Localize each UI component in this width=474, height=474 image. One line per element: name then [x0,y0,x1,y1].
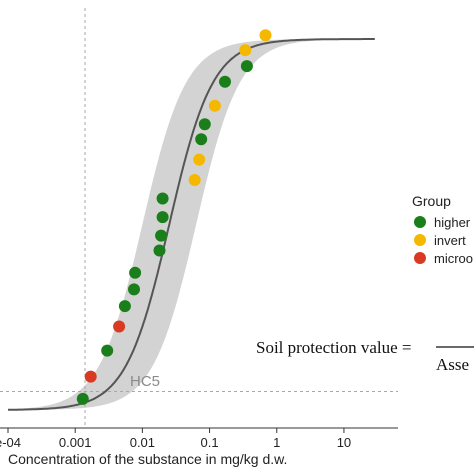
legend-swatch [414,216,426,228]
formula-denominator: Asse [436,355,469,374]
data-point-invert [208,99,221,112]
data-point-higher [240,60,253,73]
data-point-higher [76,392,89,405]
fitted-curve [8,38,375,411]
formula: Soil protection value = Asse [256,338,474,374]
formula-left: Soil protection value = [256,338,411,357]
hc5-label: HC5 [130,373,160,390]
data-point-higher [101,344,114,357]
x-tick-label: 0.01 [130,435,155,450]
data-point-higher [156,192,169,205]
legend-title: Group [412,193,451,209]
legend-label: microo [434,251,473,266]
data-point-higher [156,211,169,224]
data-point-higher [195,133,208,146]
x-tick-label: 0.1 [201,435,219,450]
data-point-invert [188,174,201,186]
confidence-band-area [8,39,375,410]
data-point-invert [259,29,272,42]
x-tick-label: 1 [273,435,280,450]
data-point-higher [129,266,142,279]
data-point-microo [84,370,97,383]
reference-lines [0,8,398,428]
x-tick-label: 0.001 [59,435,92,450]
legend: Group higher invert microo [412,193,473,266]
fitted-curve-line [8,38,375,411]
x-axis-label: Concentration of the substance in mg/kg … [8,451,287,467]
data-point-higher [118,300,131,313]
data-point-microo [113,320,126,333]
legend-swatch [414,234,426,246]
legend-label: higher [434,215,471,230]
x-tick-label: e-04 [0,435,21,450]
data-point-invert [193,153,206,166]
legend-label: invert [434,233,466,248]
data-point-higher [219,75,231,88]
confidence-band [8,39,375,410]
data-point-higher [128,283,140,296]
data-point-higher [155,229,168,242]
data-points [76,29,272,405]
data-point-higher [153,244,166,257]
x-tick-label: 10 [337,435,351,450]
legend-swatch [414,252,426,264]
data-point-higher [198,118,211,131]
x-axis: e-04 0.001 0.01 0.1 1 10 [0,427,398,450]
data-point-invert [239,44,252,57]
